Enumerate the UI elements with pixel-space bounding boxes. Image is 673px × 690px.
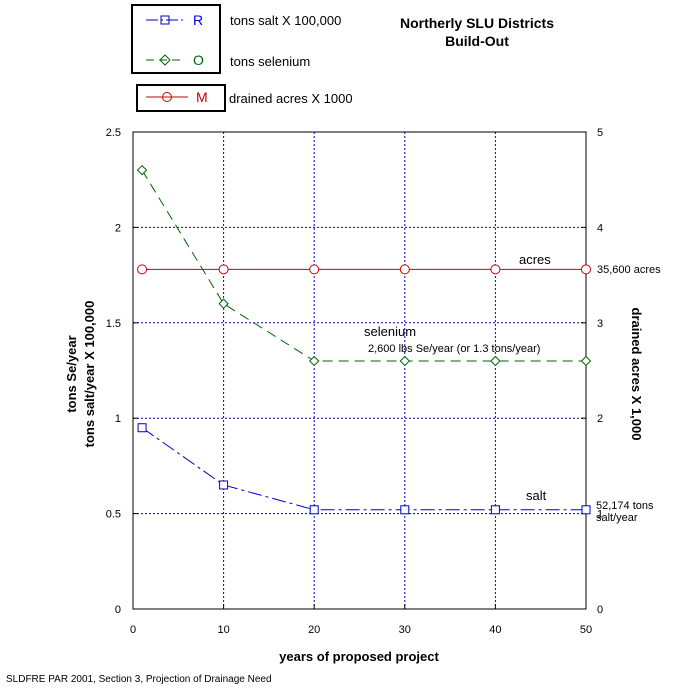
data-point-acres: [581, 264, 591, 275]
tick-label-y: 0: [115, 604, 121, 616]
tick-label-y: 2.5: [106, 127, 121, 139]
tick-label-y2: 5: [597, 127, 603, 139]
legend-code-r: R: [193, 12, 204, 28]
annotation-salt: salt: [526, 488, 547, 503]
x-axis-label: years of proposed project: [279, 649, 439, 664]
tick-label-y: 2: [115, 222, 121, 234]
data-point-selenium: [308, 355, 320, 367]
tick-label-x: 10: [217, 624, 229, 636]
tick-label-y: 1.5: [106, 318, 121, 330]
annotation-acres: acres: [519, 252, 551, 267]
legend-label-r: tons salt X 100,000: [230, 13, 342, 28]
data-point-selenium: [218, 298, 229, 309]
legend-box-ro: [131, 4, 221, 74]
data-point-selenium: [136, 164, 148, 176]
grid: [133, 132, 586, 609]
tick-label-y2: 1: [597, 509, 603, 521]
annotations: acres 35,600 acres selenium 2,600 lbs Se…: [364, 252, 661, 524]
axis-ticks: 0 10 20 30 40 50 0 0.5 1 1.5 2 2.5 0 1 2 3 4 5: [106, 127, 603, 636]
legend-marks: [146, 15, 188, 102]
series-line-r: [141, 427, 586, 511]
annotation-acres-value: 35,600 acres: [597, 264, 661, 276]
legend-code-m: M: [196, 89, 208, 105]
tick-label-y2: 3: [597, 318, 603, 330]
data-point-selenium: [580, 355, 592, 367]
tick-label-y: 0.5: [106, 509, 121, 521]
tick-label-x: 50: [580, 624, 592, 636]
data-point-acres: [218, 264, 229, 275]
y-axis-label-line-2: tons salt/year X 100,000: [82, 301, 97, 448]
tick-label-x: 0: [130, 624, 136, 636]
data-point-selenium: [399, 355, 411, 367]
data-point-salt: [400, 505, 410, 515]
legend-square-marker: [160, 15, 170, 25]
tick-label-y2: 0: [597, 604, 603, 616]
y2-axis-label: drained acres X 1,000: [629, 308, 644, 441]
data-point-salt: [581, 505, 591, 515]
tick-label-y2: 2: [597, 413, 603, 425]
data-point-salt: [219, 480, 229, 490]
chart-title-block: Northerly SLU Districts Build-Out: [382, 14, 572, 50]
annotation-salt-value-1: 52,174 tons: [596, 500, 654, 512]
annotation-selenium: selenium: [364, 324, 416, 339]
y-axis-label-line-1: tons Se/year: [64, 335, 79, 412]
annotation-salt-value-2: salt/year: [596, 512, 638, 524]
data-point-salt: [490, 505, 500, 515]
tick-label-y: 1: [115, 413, 121, 425]
legend-box-m: [136, 84, 226, 112]
tick-label-y2: 4: [597, 222, 603, 234]
chart-title: Northerly SLU Districts: [399, 15, 555, 31]
tick-label-x: 20: [308, 624, 320, 636]
data-point-acres: [137, 264, 148, 275]
source-note: SLDFRE PAR 2001, Section 3, Projection o…: [6, 674, 272, 685]
tick-label-x: 30: [399, 624, 411, 636]
chart-subtitle: Build-Out: [445, 33, 509, 49]
legend-label-m: drained acres X 1000: [229, 91, 353, 106]
legend-diamond-marker: [159, 54, 171, 66]
tick-label-x: 40: [489, 624, 501, 636]
annotation-selenium-value: 2,600 lbs Se/year (or 1.3 tons/year): [368, 343, 540, 355]
data-point-acres: [399, 264, 410, 275]
data-point-selenium: [490, 355, 501, 367]
legend-code-o: O: [193, 52, 204, 68]
legend-label-o: tons selenium: [230, 54, 311, 69]
series-lines: [136, 164, 592, 515]
legend-circle-marker: [162, 92, 172, 102]
plot-frame: [132, 131, 587, 610]
data-point-acres: [490, 264, 501, 275]
series-line-o: [141, 169, 586, 362]
data-point-salt: [309, 505, 319, 515]
data-point-salt: [137, 423, 147, 433]
data-point-acres: [309, 264, 320, 275]
